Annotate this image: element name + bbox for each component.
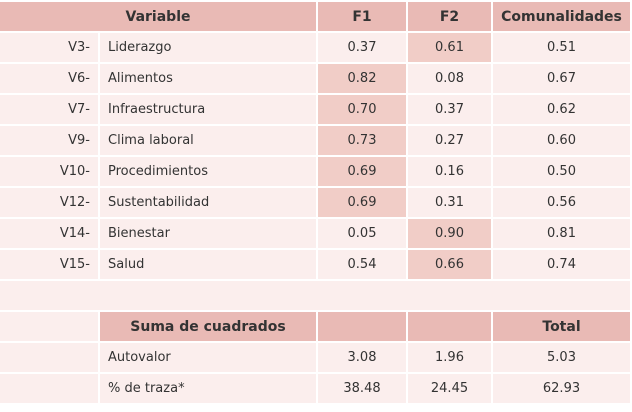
- value-cell: 0.08: [408, 64, 493, 95]
- value-cell: 0.81: [493, 219, 632, 250]
- row-label: Sustentabilidad: [100, 188, 318, 219]
- summary-header-blank: [318, 312, 408, 343]
- value-cell: 0.54: [318, 250, 408, 281]
- value-cell: 0.69: [318, 157, 408, 188]
- value-cell: 0.61: [408, 33, 493, 64]
- value-cell: 0.73: [318, 126, 408, 157]
- value-cell: 0.16: [408, 157, 493, 188]
- value-cell: 0.05: [318, 219, 408, 250]
- summary-header-blank: [408, 312, 493, 343]
- row-label: V10-: [0, 157, 100, 188]
- value-cell: 0.37: [408, 95, 493, 126]
- summary-blank: [0, 374, 100, 405]
- row-label: Infraestructura: [100, 95, 318, 126]
- value-cell: 0.67: [493, 64, 632, 95]
- value-cell: 0.31: [408, 188, 493, 219]
- summary-value: 5.03: [493, 343, 632, 374]
- header-cell: F1: [318, 2, 408, 33]
- row-label: Alimentos: [100, 64, 318, 95]
- header-cell: F2: [408, 2, 493, 33]
- value-cell: 0.66: [408, 250, 493, 281]
- value-cell: 0.50: [493, 157, 632, 188]
- header-cell: Variable: [0, 2, 318, 33]
- value-cell: 0.82: [318, 64, 408, 95]
- summary-value: 24.45: [408, 374, 493, 405]
- row-label: Clima laboral: [100, 126, 318, 157]
- summary-value: 1.96: [408, 343, 493, 374]
- value-cell: 0.27: [408, 126, 493, 157]
- row-label: V14-: [0, 219, 100, 250]
- value-cell: 0.56: [493, 188, 632, 219]
- summary-header-cell: Total: [493, 312, 632, 343]
- row-label: Bienestar: [100, 219, 318, 250]
- summary-blank: [0, 312, 100, 343]
- value-cell: 0.37: [318, 33, 408, 64]
- summary-label: % de traza*: [100, 374, 318, 405]
- header-cell: Comunalidades: [493, 2, 632, 33]
- value-cell: 0.60: [493, 126, 632, 157]
- value-cell: 0.69: [318, 188, 408, 219]
- summary-value: 62.93: [493, 374, 632, 405]
- value-cell: 0.51: [493, 33, 632, 64]
- summary-value: 3.08: [318, 343, 408, 374]
- summary-blank: [0, 343, 100, 374]
- value-cell: 0.62: [493, 95, 632, 126]
- summary-header-cell: Suma de cuadrados: [100, 312, 318, 343]
- value-cell: 0.70: [318, 95, 408, 126]
- row-label: V6-: [0, 64, 100, 95]
- row-label: V3-: [0, 33, 100, 64]
- row-label: V9-: [0, 126, 100, 157]
- summary-value: 38.48: [318, 374, 408, 405]
- summary-label: Autovalor: [100, 343, 318, 374]
- value-cell: 0.74: [493, 250, 632, 281]
- value-cell: 0.90: [408, 219, 493, 250]
- row-label: V7-: [0, 95, 100, 126]
- spacer: [0, 281, 632, 312]
- row-label: Salud: [100, 250, 318, 281]
- row-label: V12-: [0, 188, 100, 219]
- row-label: Procedimientos: [100, 157, 318, 188]
- row-label: V15-: [0, 250, 100, 281]
- row-label: Liderazgo: [100, 33, 318, 64]
